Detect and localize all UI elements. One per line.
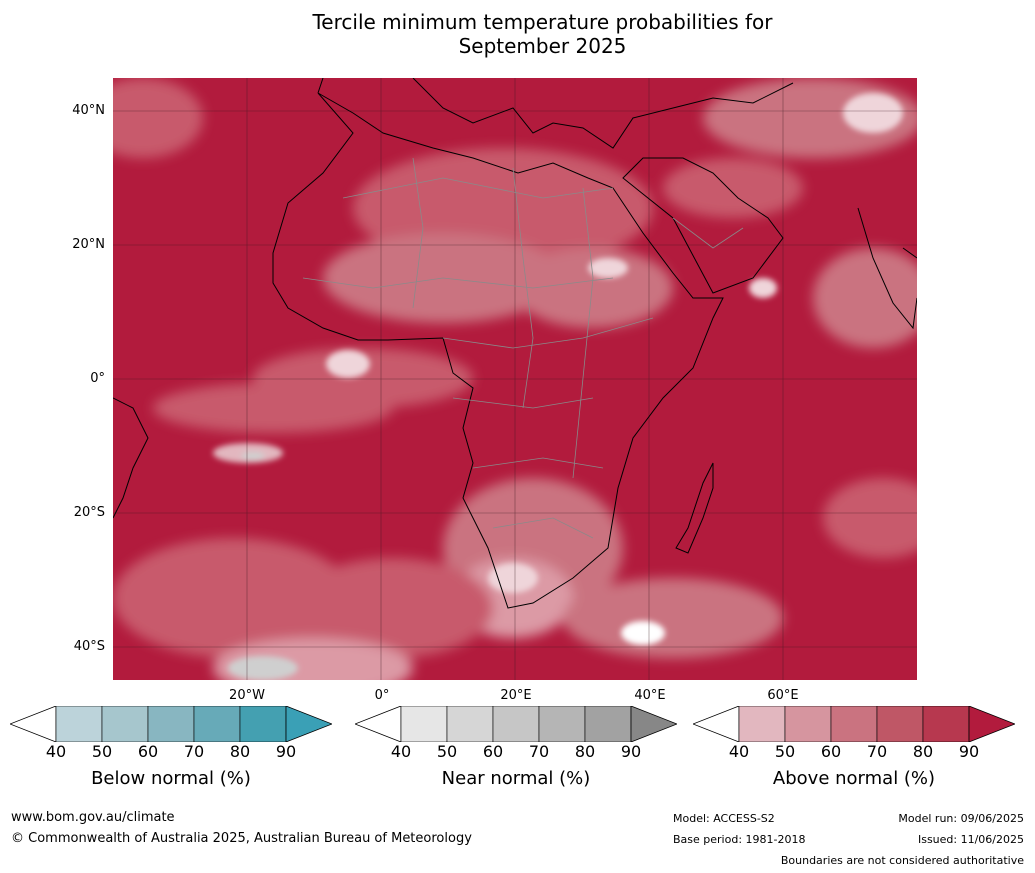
lat-label-20n: 20°N [72, 237, 105, 252]
colorbar-segment [492, 706, 540, 742]
colorbar-segment [400, 706, 448, 742]
colorbar-segment [784, 706, 832, 742]
colorbar-tick-label: 40 [390, 742, 412, 761]
colorbar-tick-label: 80 [912, 742, 934, 761]
map-svg [113, 78, 917, 680]
lon-label-60e: 60°E [767, 688, 799, 703]
colorbar-right-arrow [285, 706, 332, 742]
africa-coastline [272, 92, 724, 609]
title-line-1: Tercile minimum temperature probabilitie… [312, 10, 773, 34]
colorbar-tick-label: 90 [620, 742, 642, 761]
footer-base-period: Base period: 1981-2018 [673, 833, 806, 846]
arabia-coastline [622, 157, 784, 294]
colorbar-tick-label: 40 [45, 742, 67, 761]
colorbar-left-arrow [10, 706, 57, 742]
lat-label-20s: 20°S [73, 505, 105, 520]
colorbar-tick-label: 70 [866, 742, 888, 761]
colorbar-segment [147, 706, 195, 742]
colorbar-tick-label: 40 [728, 742, 750, 761]
title-line-2: September 2025 [458, 34, 627, 58]
probability-map [113, 78, 917, 680]
colorbar-segment [239, 706, 287, 742]
colorbar-tick-label: 60 [820, 742, 842, 761]
colorbar-tick-label: 80 [229, 742, 251, 761]
colorbar-segment [55, 706, 103, 742]
colorbar-tick-label: 90 [275, 742, 297, 761]
europe-coastline [317, 78, 794, 149]
country-borders [302, 157, 744, 539]
colorbar-segment [101, 706, 149, 742]
colorbar-tick-label: 60 [482, 742, 504, 761]
madagascar-coastline [675, 462, 714, 554]
high-contrast-shading [213, 93, 903, 680]
colorbar-segment [538, 706, 586, 742]
colorbar-tick-label: 70 [528, 742, 550, 761]
colorbar-right-arrow [968, 706, 1015, 742]
caption-below-normal: Below normal (%) [91, 768, 251, 789]
colorbar-right-arrow [630, 706, 677, 742]
colorbar-tick-label: 90 [958, 742, 980, 761]
colorbar-tick-label: 50 [436, 742, 458, 761]
lon-label-20w: 20°W [229, 688, 265, 703]
colorbar-left-arrow [693, 706, 740, 742]
colorbar-segment [193, 706, 241, 742]
footer-issued: Issued: 11/06/2025 [917, 833, 1024, 846]
footer-url: www.bom.gov.au/climate [11, 810, 175, 825]
colorbar-segment [446, 706, 494, 742]
footer-model: Model: ACCESS-S2 [673, 812, 775, 825]
footer-model-run: Model run: 09/06/2025 [898, 812, 1024, 825]
colorbar-tick-label: 50 [774, 742, 796, 761]
south-america-coastline [113, 397, 149, 519]
lat-label-40n: 40°N [72, 103, 105, 118]
colorbar-left-arrow [355, 706, 402, 742]
colorbar-tick-label: 60 [137, 742, 159, 761]
colorbar-segment [738, 706, 786, 742]
colorbar-segment [584, 706, 632, 742]
footer-disclaimer: Boundaries are not considered authoritat… [780, 854, 1024, 867]
colorbar-near-normal [355, 706, 677, 742]
lat-label-40s: 40°S [73, 639, 105, 654]
map-title: Tercile minimum temperature probabilitie… [0, 10, 1035, 58]
lon-label-0: 0° [374, 688, 390, 703]
colorbar-tick-label: 70 [183, 742, 205, 761]
footer-copyright: © Commonwealth of Australia 2025, Austra… [11, 831, 472, 846]
caption-above-normal: Above normal (%) [772, 768, 936, 789]
colorbar-tick-label: 80 [574, 742, 596, 761]
colorbar-above-normal [693, 706, 1015, 742]
colorbar-tick-label: 50 [91, 742, 113, 761]
colorbar-segment [876, 706, 924, 742]
lon-label-20e: 20°E [500, 688, 532, 703]
coastlines [113, 78, 917, 609]
colorbar-segment [922, 706, 970, 742]
colorbar-below-normal [10, 706, 332, 742]
lon-label-40e: 40°E [634, 688, 666, 703]
colorbar-segment [830, 706, 878, 742]
caption-near-normal: Near normal (%) [441, 768, 591, 789]
lat-label-0: 0° [90, 371, 105, 386]
india-coastline [857, 207, 917, 330]
